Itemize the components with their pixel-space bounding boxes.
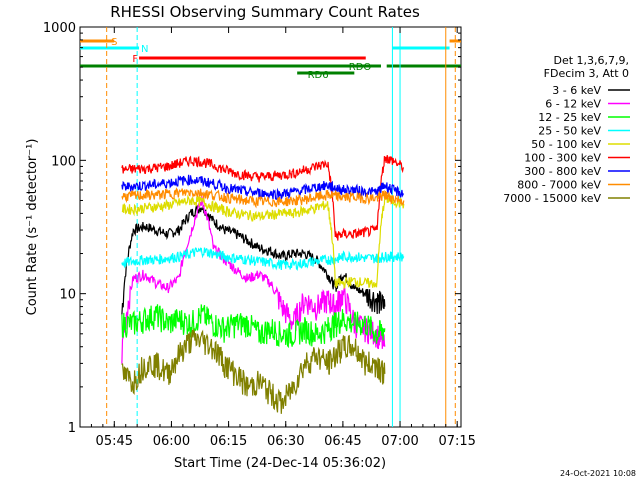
plot-frame bbox=[79, 26, 462, 428]
legend-label: 7000 - 15000 keV bbox=[503, 192, 601, 205]
x-tick-label: 07:15 bbox=[438, 434, 475, 449]
state-bar-label: RD6 bbox=[308, 70, 329, 81]
legend-label: 6 - 12 keV bbox=[545, 98, 601, 111]
x-tick-label: 05:45 bbox=[96, 434, 133, 449]
y-axis-label: Count Rate (s⁻¹ detector⁻¹) bbox=[25, 139, 40, 316]
x-tick-label: 06:45 bbox=[324, 434, 361, 449]
series-line-5 bbox=[121, 154, 404, 241]
x-tick-label: 06:30 bbox=[267, 434, 304, 449]
x-tick-label: 06:00 bbox=[153, 434, 190, 449]
y-tick-label: 1 bbox=[68, 421, 76, 436]
legend-label: 12 - 25 keV bbox=[538, 111, 601, 124]
series-line-7 bbox=[121, 187, 405, 209]
y-tick-label: 100 bbox=[51, 154, 76, 169]
x-tick-label: 06:15 bbox=[210, 434, 247, 449]
series-line-2 bbox=[121, 304, 386, 349]
state-bar-label: S bbox=[111, 37, 117, 48]
legend-header-line: Det 1,3,6,7,9, bbox=[553, 54, 629, 67]
state-bar-label: RDO bbox=[349, 62, 372, 73]
series-line-1 bbox=[121, 196, 386, 364]
legend-label: 300 - 800 keV bbox=[524, 165, 601, 178]
legend-header-line: FDecim 3, Att 0 bbox=[544, 67, 629, 80]
legend-label: 50 - 100 keV bbox=[531, 138, 601, 151]
state-bar-label: N bbox=[141, 44, 148, 55]
series-line-3 bbox=[121, 247, 405, 271]
y-tick-label: 10 bbox=[59, 288, 76, 303]
x-tick-label: 07:00 bbox=[381, 434, 418, 449]
series-line-4 bbox=[121, 193, 405, 290]
legend-label: 25 - 50 keV bbox=[538, 125, 601, 138]
annotation-layer: S NF RDO RD6 bbox=[80, 27, 461, 427]
legend-label: 100 - 300 keV bbox=[524, 152, 601, 165]
footer-date: 24-Oct-2021 10:08 bbox=[560, 469, 636, 478]
state-bar-label: F bbox=[132, 54, 138, 65]
y-tick-label: 1000 bbox=[43, 21, 76, 36]
series-line-8 bbox=[121, 327, 386, 414]
legend-label: 3 - 6 keV bbox=[552, 84, 601, 97]
chart-title: RHESSI Observing Summary Count Rates bbox=[110, 3, 420, 21]
series-line-6 bbox=[121, 174, 404, 201]
legend-label: 800 - 7000 keV bbox=[517, 179, 601, 192]
legend: Det 1,3,6,7,9,FDecim 3, Att 0 3 - 6 keV6 … bbox=[503, 54, 630, 205]
x-axis-label: Start Time (24-Dec-14 05:36:02) bbox=[174, 456, 386, 471]
series-layer bbox=[121, 154, 405, 414]
series-line-0 bbox=[121, 204, 386, 315]
axes-layer: 1 10 100 1000 05:45 06:00 06:15 06:30 06:45 07:00… bbox=[43, 21, 476, 449]
